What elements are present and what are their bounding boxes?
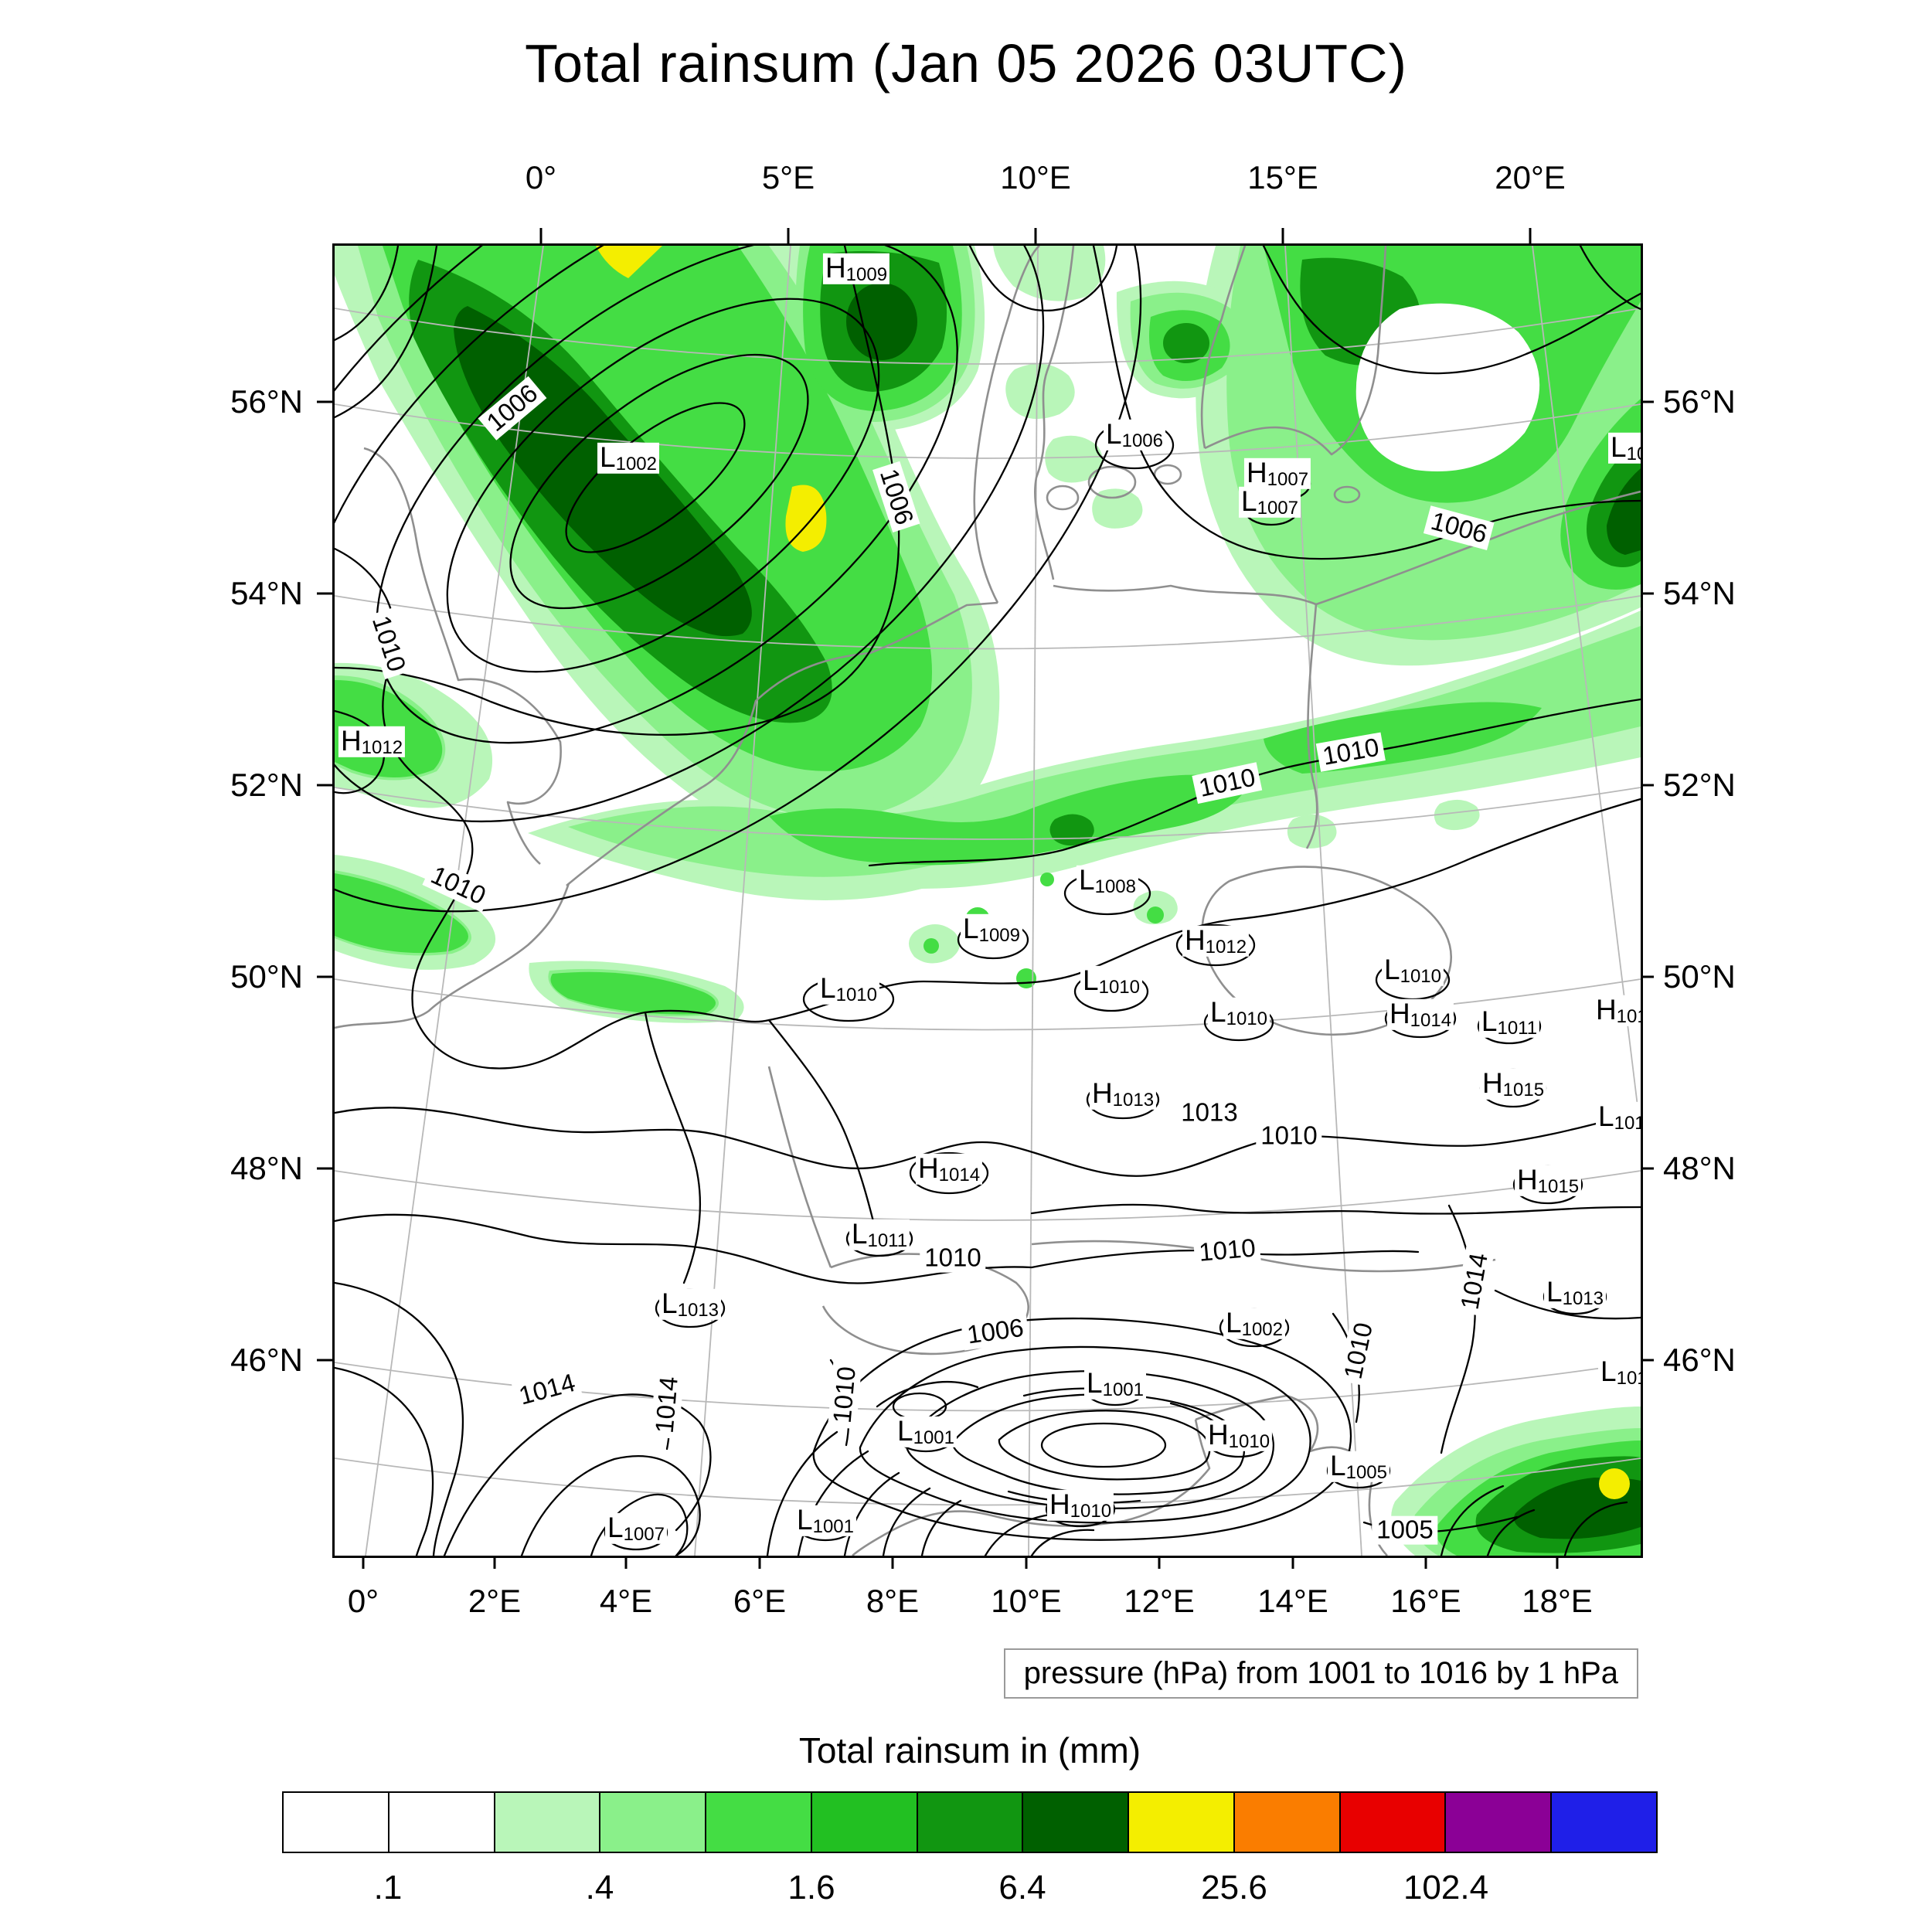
colorbar-cell (387, 1791, 495, 1853)
pressure-center-label: L1007 (1239, 486, 1301, 519)
pressure-center-label: L1006 (1104, 419, 1165, 451)
axis-label-bottom-0: 0° (347, 1583, 379, 1619)
colorbar-tick-label: 1.6 (787, 1869, 835, 1906)
pressure-center-label: L1011 (1478, 1006, 1540, 1039)
coastline-layer (335, 246, 1641, 1556)
colorbar-cell (1338, 1791, 1447, 1853)
axis-label-bottom-4: 8°E (866, 1583, 920, 1619)
colorbar-cell (1233, 1791, 1341, 1853)
axis-label-top-2: 10°E (1000, 159, 1071, 196)
axis-label-top-1: 5°E (761, 159, 815, 196)
axis-label-bottom-3: 6°E (733, 1583, 787, 1619)
axis-label-right-1: 54°N (1663, 575, 1736, 611)
pressure-center-label: H1012 (1593, 995, 1641, 1027)
pressure-center-label: H1010 (1046, 1489, 1114, 1522)
contour-value-label: 1010 (920, 1243, 986, 1273)
pressure-center-label: L1010 (1596, 1101, 1641, 1134)
axis-label-top-3: 15°E (1247, 159, 1318, 196)
colorbar-cell (493, 1791, 601, 1853)
pressure-center-label: H1012 (1182, 925, 1250, 957)
axis-label-left-2: 52°N (230, 767, 303, 803)
colorbar-tick-label: 25.6 (1201, 1869, 1267, 1906)
pressure-center-label: L1002 (597, 442, 659, 474)
colorbar (282, 1791, 1658, 1853)
colorbar-cell (705, 1791, 812, 1853)
colorbar-cell (810, 1791, 918, 1853)
pressure-center-label: H1014 (1386, 998, 1454, 1031)
colorbar-cell (1444, 1791, 1553, 1853)
axis-label-top-0: 0° (525, 159, 557, 196)
map-graphics (335, 246, 1641, 1556)
pressure-center-label: L1009 (961, 913, 1022, 946)
pressure-center-label: L1010 (818, 973, 879, 1005)
colorbar-tick-label: 6.4 (998, 1869, 1046, 1906)
axis-label-right-3: 50°N (1663, 958, 1736, 995)
pressure-center-label: L1001 (794, 1505, 856, 1537)
colorbar-tick-label: 102.4 (1403, 1869, 1489, 1906)
colorbar-cell (1550, 1791, 1658, 1853)
pressure-center-label: L1010 (1080, 965, 1142, 998)
pressure-center-label: H1013 (1089, 1078, 1157, 1111)
contour-value-label: 1014 (650, 1370, 684, 1440)
colorbar-title: Total rainsum in (mm) (798, 1730, 1141, 1770)
pressure-center-label: L1008 (1077, 865, 1138, 897)
pressure-center-label: H1015 (1479, 1068, 1547, 1100)
axis-label-right-4: 48°N (1663, 1150, 1736, 1186)
pressure-center-label: L1010 (1382, 954, 1444, 987)
contour-value-label: 1005 (1372, 1515, 1438, 1545)
axis-label-right-5: 46°N (1663, 1342, 1736, 1378)
pressure-center-label: L1010 (1208, 997, 1270, 1029)
axis-label-left-5: 46°N (230, 1342, 303, 1378)
contour-value-label: 1013 (1176, 1098, 1243, 1128)
pressure-center-label: H1014 (915, 1153, 983, 1185)
pressure-range-caption: pressure (hPa) from 1001 to 1016 by 1 hP… (1003, 1648, 1638, 1699)
axis-label-bottom-8: 16°E (1390, 1583, 1461, 1619)
contour-value-label: 1010 (1192, 1233, 1262, 1267)
pressure-center-label: H1012 (338, 726, 406, 758)
contour-value-label: 1010 (1256, 1121, 1322, 1151)
contour-value-label: 1010 (828, 1360, 862, 1430)
pressure-center-label: L1011 (849, 1219, 910, 1251)
axis-label-top-4: 20°E (1495, 159, 1566, 196)
pressure-center-label: L1006 (1608, 432, 1641, 464)
colorbar-cell (282, 1791, 389, 1853)
axis-label-bottom-2: 4°E (599, 1583, 653, 1619)
axis-label-bottom-9: 18°E (1522, 1583, 1593, 1619)
axis-label-bottom-6: 12°E (1124, 1583, 1195, 1619)
axis-label-bottom-7: 14°E (1257, 1583, 1328, 1619)
axis-label-right-2: 52°N (1663, 767, 1736, 803)
colorbar-cell (599, 1791, 707, 1853)
pressure-center-label: L1002 (1223, 1308, 1285, 1340)
pressure-center-label: H1010 (1205, 1420, 1273, 1452)
axis-label-bottom-1: 2°E (468, 1583, 522, 1619)
axis-label-left-0: 56°N (230, 383, 303, 420)
pressure-center-label: H1009 (822, 253, 890, 285)
colorbar-tick-label: .1 (373, 1869, 403, 1906)
pressure-center-label: L1013 (1544, 1277, 1606, 1309)
colorbar-cell (1022, 1791, 1130, 1853)
axis-label-left-1: 54°N (230, 575, 303, 611)
pressure-center-label: L1001 (895, 1416, 957, 1448)
axis-label-left-4: 48°N (230, 1150, 303, 1186)
pressure-center-label: H1015 (1514, 1165, 1582, 1197)
pressure-center-label: L1010 (1598, 1356, 1641, 1389)
colorbar-tick-label: .4 (585, 1869, 614, 1906)
pressure-center-label: H1007 (1243, 457, 1311, 490)
axis-label-right-0: 56°N (1663, 383, 1736, 420)
pressure-center-label: L1005 (1328, 1451, 1389, 1483)
rain-fill-layer (335, 246, 1641, 1556)
pressure-center-label: L1007 (605, 1512, 667, 1545)
pressure-center-label: L1001 (1084, 1368, 1146, 1400)
page-title: Total rainsum (Jan 05 2026 03UTC) (525, 33, 1407, 94)
map-plot-area: H1009 L1002 L1006 H1007 L1007 H1012 L100… (332, 243, 1643, 1558)
axis-label-bottom-5: 10°E (991, 1583, 1062, 1619)
axis-label-left-3: 50°N (230, 958, 303, 995)
colorbar-cell (1128, 1791, 1235, 1853)
colorbar-cell (916, 1791, 1024, 1853)
pressure-center-label: L1013 (659, 1288, 721, 1321)
